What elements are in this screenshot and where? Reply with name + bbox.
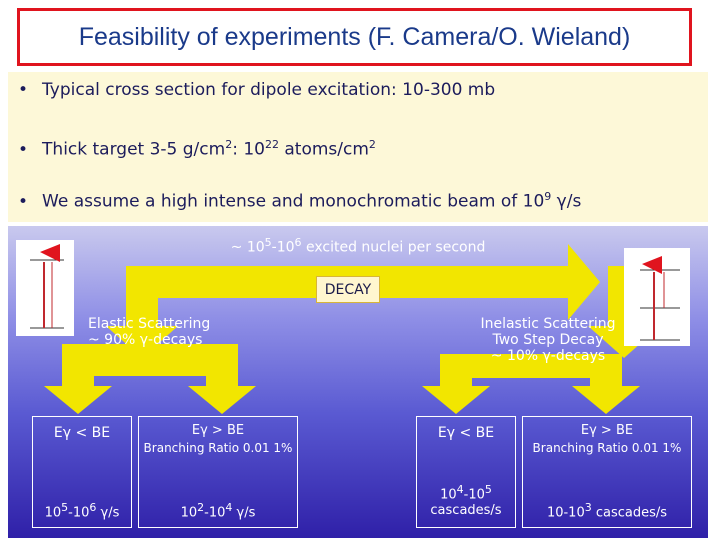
decay-diagram: ~ 105-106 excited nuclei per second DECA… [8,226,708,538]
slide-title: Feasibility of experiments (F. Camera/O.… [78,22,631,51]
bullet-1: • Typical cross section for dipole excita… [18,80,496,100]
elastic-above-be-box: Eγ > BE Branching Ratio 0.01 1% 102-104 … [138,416,298,528]
elastic-split-arrow [44,344,256,414]
top-arrow [106,244,600,358]
bullet-1-text: Typical cross section for dipole excitat… [42,80,496,100]
level-scheme-left [16,240,74,336]
inelastic-below-be-box: Eγ < BE 104-105 cascades/s [416,416,516,528]
elastic-label: Elastic Scattering ~ 90% γ-decays [88,316,211,348]
inelastic-above-be-rate: 10-103 cascades/s [546,501,668,521]
elastic-below-be-rate: 105-106 γ/s [44,501,120,521]
level-scheme-right [624,248,690,346]
inelastic-label: Inelastic Scattering Two Step Decay ~ 10… [480,316,616,364]
bullet-panel: • Typical cross section for dipole excita… [8,72,708,222]
elastic-below-be-box: Eγ < BE 105-106 γ/s [32,416,132,528]
excited-nuclei-label: ~ 105-106 excited nuclei per second [230,236,486,256]
inelastic-split-arrow [422,354,640,414]
bullet-3: • We assume a high intense and monochroma… [18,190,582,212]
bullet-2: • Thick target 3-5 g/cm2: 1022 atoms/cm2 [18,138,376,160]
title-box: Feasibility of experiments (F. Camera/O.… [17,8,692,66]
inelastic-below-be-rate: 104-105 [440,483,492,503]
elastic-above-be-rate: 102-104 γ/s [180,501,256,521]
inelastic-above-be-box: Eγ > BE Branching Ratio 0.01 1% 10-103 c… [522,416,692,528]
decay-box: DECAY [316,276,380,303]
